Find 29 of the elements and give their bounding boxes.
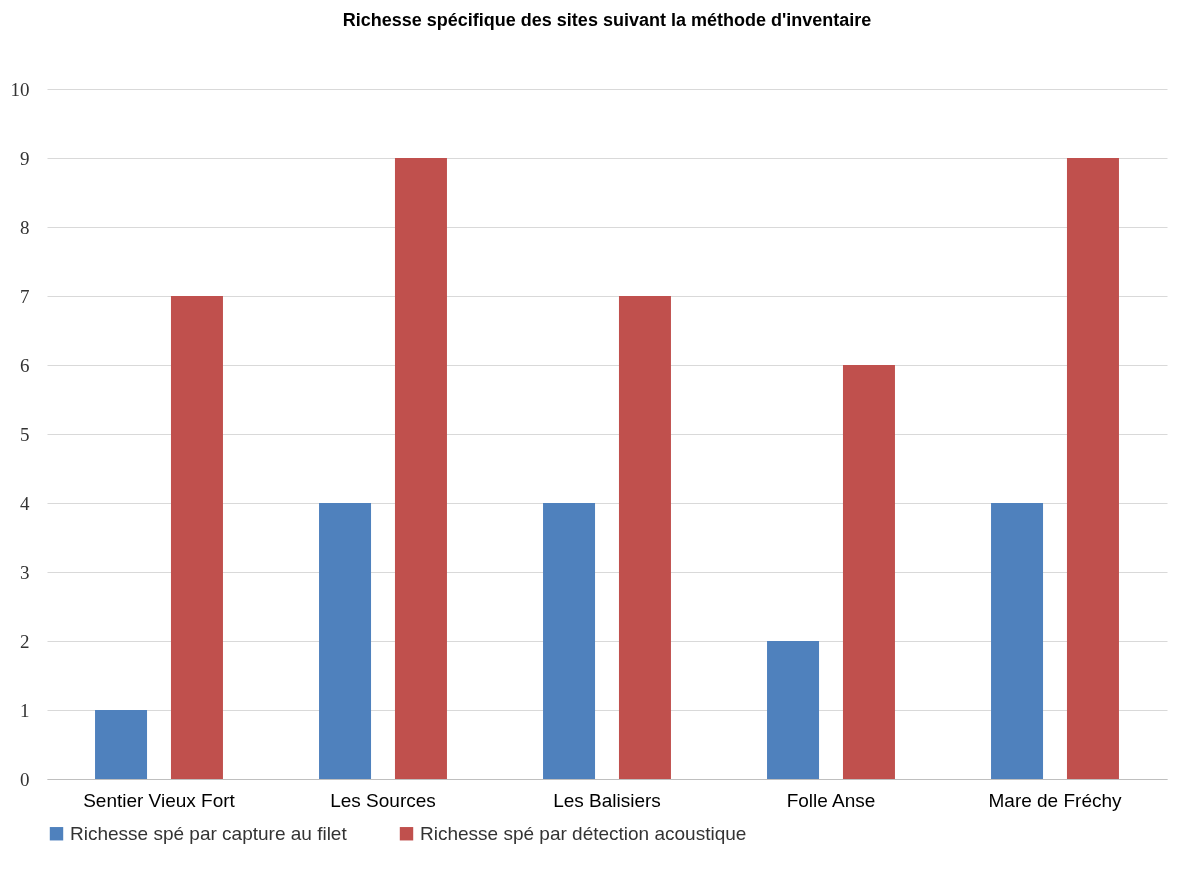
y-tick-label: 6 bbox=[20, 354, 30, 376]
bar bbox=[767, 641, 820, 779]
y-tick-label: 0 bbox=[20, 768, 30, 790]
y-tick-label: 8 bbox=[20, 216, 30, 238]
bar bbox=[95, 710, 148, 779]
x-tick-label: Mare de Fréchy bbox=[988, 789, 1123, 811]
bar bbox=[170, 296, 223, 779]
y-tick-label: 10 bbox=[10, 78, 30, 100]
y-tick-label: 5 bbox=[20, 423, 30, 445]
y-tick-label: 7 bbox=[20, 285, 30, 307]
x-tick-label: Les Balisiers bbox=[553, 789, 661, 811]
y-tick-label: 2 bbox=[20, 630, 30, 652]
bar bbox=[319, 503, 372, 779]
y-tick-label: 4 bbox=[20, 492, 30, 514]
x-tick-label: Les Sources bbox=[330, 789, 436, 811]
chart-title: Richesse spécifique des sites suivant la méthode d'inventaire bbox=[342, 10, 872, 30]
x-tick-label: Folle Anse bbox=[786, 789, 876, 811]
y-tick-label: 3 bbox=[20, 561, 30, 583]
bar bbox=[991, 503, 1044, 779]
bar bbox=[618, 296, 671, 779]
y-tick-label: 9 bbox=[20, 147, 30, 169]
y-tick-label: 1 bbox=[20, 699, 30, 721]
bar bbox=[842, 365, 895, 779]
legend-label: Richesse spé par détection acoustique bbox=[420, 822, 747, 844]
bar bbox=[543, 503, 596, 779]
x-tick-label: Sentier Vieux Fort bbox=[83, 789, 236, 811]
legend-label: Richesse spé par capture au filet bbox=[70, 822, 348, 844]
bar bbox=[1066, 158, 1119, 779]
bar bbox=[394, 158, 447, 779]
